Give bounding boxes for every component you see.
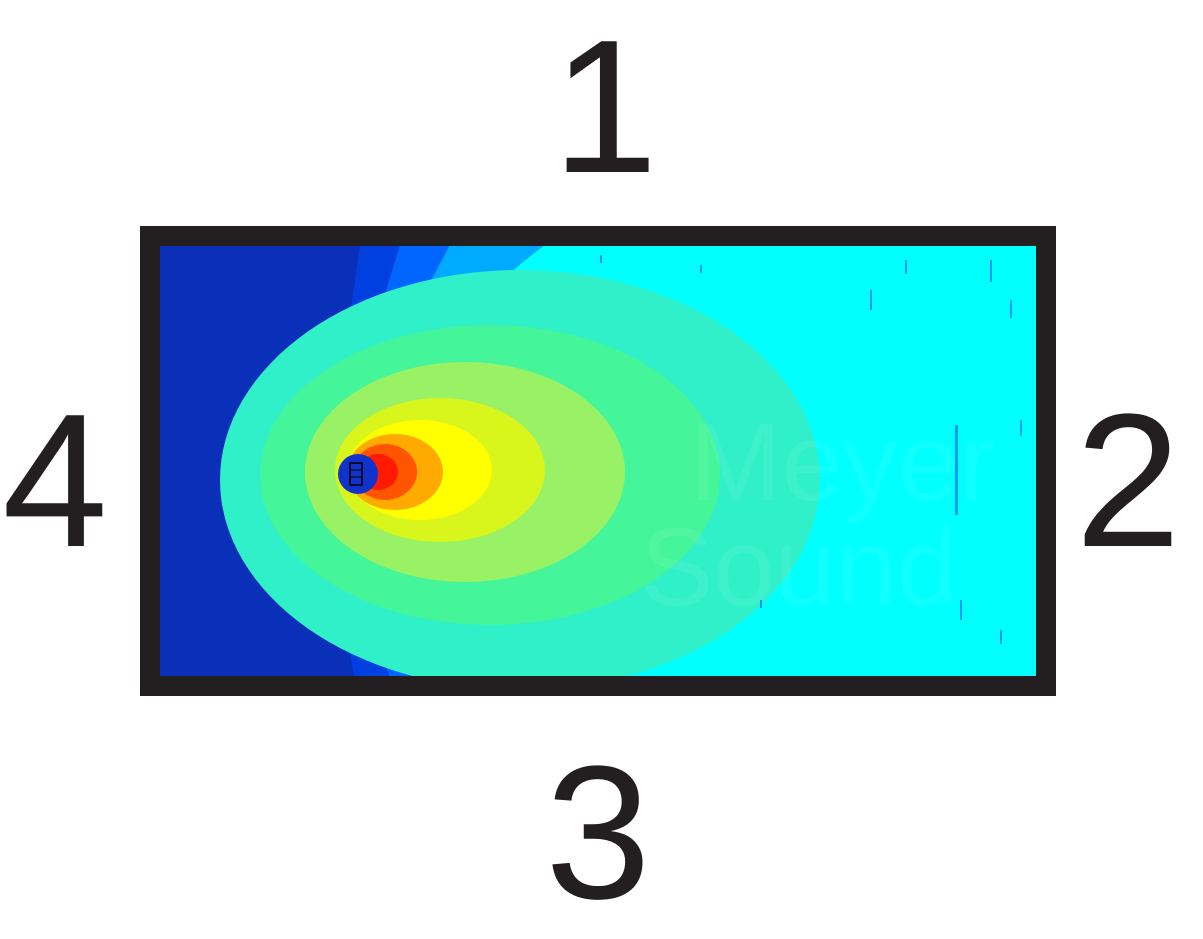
sound-pressure-field: Meyer Sound xyxy=(160,245,1036,677)
wall-label-top: 1 xyxy=(552,1,658,213)
watermark-line1: Meyer xyxy=(690,401,996,524)
loudspeaker-icon xyxy=(338,454,378,494)
field-noise xyxy=(600,255,1022,644)
wall-label-right: 2 xyxy=(1075,375,1181,587)
room-walls xyxy=(140,226,1056,696)
wall-label-bottom: 3 xyxy=(545,727,651,939)
wall-label-left: 4 xyxy=(2,375,108,587)
watermark: Meyer Sound xyxy=(640,401,996,629)
watermark-line2: Sound xyxy=(640,506,958,629)
